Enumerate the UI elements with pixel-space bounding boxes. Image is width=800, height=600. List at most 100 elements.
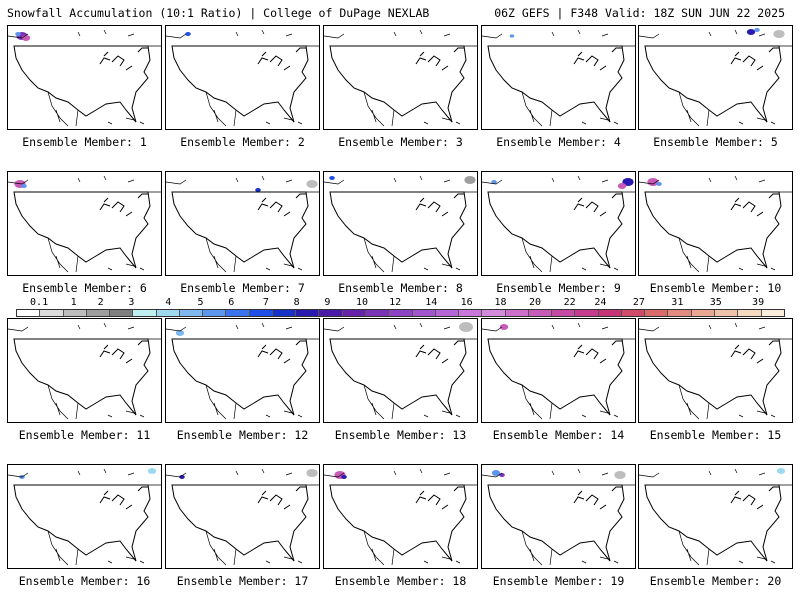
ensemble-member-label: Ensemble Member: 9 — [496, 281, 621, 295]
colorbar-swatch — [459, 310, 483, 316]
colorbar-tick-label: 20 — [529, 297, 542, 308]
ensemble-member-label: Ensemble Member: 3 — [338, 135, 463, 149]
snowfall-area — [147, 468, 157, 474]
map-boundary — [738, 263, 776, 271]
map-boundary — [581, 410, 619, 418]
map-boundary — [47, 237, 79, 273]
us-map — [482, 468, 635, 566]
ensemble-member-map — [7, 318, 162, 423]
snowfall-area — [464, 176, 476, 184]
colorbar-tick-label: 1 — [70, 297, 77, 308]
map-boundary — [257, 47, 306, 71]
ensemble-member-label: Ensemble Member: 17 — [176, 574, 309, 588]
snowfall-area — [21, 184, 27, 188]
map-boundary — [99, 193, 148, 217]
map-boundary — [329, 338, 467, 416]
colorbar-swatch — [133, 310, 157, 316]
map-boundary — [329, 45, 467, 123]
map-boundary — [324, 175, 451, 185]
ensemble-member-map — [165, 171, 320, 276]
map-boundary — [581, 556, 619, 564]
ensemble-member-label: Ensemble Member: 6 — [22, 281, 147, 295]
map-boundary — [639, 322, 766, 332]
map-boundary — [324, 29, 451, 39]
colorbar-tick-label: 5 — [197, 297, 204, 308]
ensemble-member-map — [7, 25, 162, 130]
ensemble-member-map — [638, 171, 793, 276]
ensemble-member-map — [7, 464, 162, 569]
us-map — [639, 28, 792, 127]
ensemble-member-map — [481, 25, 636, 130]
ensemble-member-map — [323, 318, 478, 423]
ensemble-member-map — [323, 171, 478, 276]
colorbar-swatch — [435, 310, 460, 316]
snowfall-area — [255, 188, 261, 192]
colorbar-tick-label: 16 — [460, 297, 473, 308]
map-boundary — [13, 45, 151, 123]
map-boundary — [107, 263, 145, 271]
map-boundary — [8, 322, 135, 332]
map-boundary — [107, 410, 145, 418]
map-boundary — [415, 486, 464, 510]
colorbar-swatch — [552, 310, 576, 316]
map-boundary — [415, 47, 464, 71]
colorbar-swatch — [528, 310, 553, 316]
colorbar-tick-label: 0.1 — [30, 297, 49, 308]
ensemble-member-label: Ensemble Member: 5 — [653, 135, 778, 149]
colorbar-swatch — [249, 310, 273, 316]
ensemble-member-label: Ensemble Member: 8 — [338, 281, 463, 295]
map-boundary — [423, 117, 461, 125]
map-boundary — [13, 484, 151, 562]
map-boundary — [47, 91, 79, 127]
colorbar-tick-label: 31 — [671, 297, 684, 308]
us-map — [166, 468, 319, 566]
map-boundary — [329, 191, 467, 269]
us-map — [482, 29, 635, 127]
chart-title: Snowfall Accumulation (10:1 Ratio) | Col… — [7, 6, 430, 20]
colorbar-tick-label: 39 — [752, 297, 765, 308]
map-boundary — [265, 410, 303, 418]
map-boundary — [8, 29, 135, 39]
colorbar-swatch — [319, 310, 343, 316]
map-boundary — [329, 484, 467, 562]
us-map — [8, 29, 161, 127]
map-boundary — [363, 237, 395, 273]
us-map — [482, 322, 635, 420]
colorbar-swatch — [272, 310, 297, 316]
us-map — [8, 468, 161, 566]
map-boundary — [205, 384, 237, 420]
map-boundary — [265, 263, 303, 271]
map-boundary — [363, 384, 395, 420]
snowfall-area — [179, 475, 185, 479]
map-boundary — [521, 91, 553, 127]
ensemble-member-label: Ensemble Member: 19 — [492, 574, 625, 588]
map-boundary — [738, 556, 776, 564]
colorbar-swatch — [342, 310, 366, 316]
map-boundary — [257, 193, 306, 217]
ensemble-member-label: Ensemble Member: 15 — [649, 428, 782, 442]
map-boundary — [257, 340, 306, 364]
colorbar-swatch — [365, 310, 390, 316]
colorbar-tick-label: 7 — [262, 297, 269, 308]
colorbar-swatch — [482, 310, 506, 316]
us-map — [8, 175, 161, 273]
snowfall-area — [499, 473, 505, 477]
map-boundary — [482, 468, 609, 478]
colorbar-swatch — [598, 310, 622, 316]
map-boundary — [423, 263, 461, 271]
map-boundary — [257, 486, 306, 510]
snowfall-area — [306, 180, 318, 188]
map-boundary — [678, 384, 710, 420]
map-boundary — [644, 484, 782, 562]
map-boundary — [521, 237, 553, 273]
ensemble-member-map — [638, 25, 793, 130]
map-boundary — [730, 486, 779, 510]
map-boundary — [573, 47, 622, 71]
map-boundary — [678, 530, 710, 566]
map-boundary — [166, 29, 293, 39]
map-boundary — [730, 47, 779, 71]
map-boundary — [8, 468, 135, 478]
us-map — [324, 468, 477, 566]
colorbar-labels: 0.1 1 2 3 4 5 6 7 8 9 10 12 14 16 18 20 22 24 27 31 35 39 — [16, 297, 785, 309]
colorbar-swatch — [203, 310, 227, 316]
